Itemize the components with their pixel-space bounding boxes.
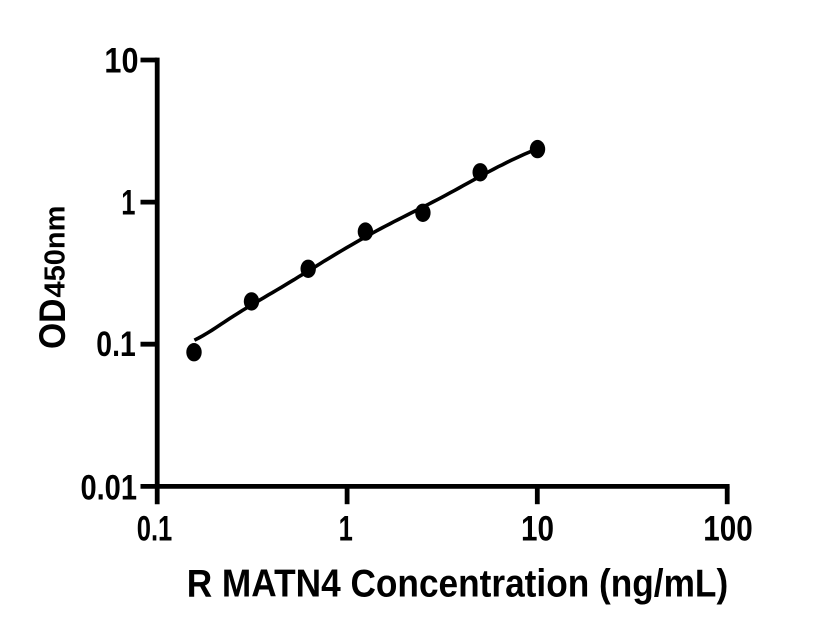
- svg-text:100: 100: [703, 509, 752, 548]
- svg-text:OD: OD: [33, 299, 74, 349]
- svg-text:0.1: 0.1: [137, 509, 173, 548]
- svg-text:0.1: 0.1: [96, 324, 135, 364]
- svg-text:R MATN4 Concentration (ng/mL): R MATN4 Concentration (ng/mL): [187, 561, 728, 605]
- svg-text:10: 10: [521, 509, 554, 548]
- svg-text:1: 1: [339, 509, 353, 548]
- svg-text:1: 1: [121, 184, 135, 223]
- svg-text:450nm: 450nm: [40, 206, 72, 298]
- svg-text:0.01: 0.01: [80, 468, 137, 507]
- svg-text:10: 10: [104, 41, 138, 80]
